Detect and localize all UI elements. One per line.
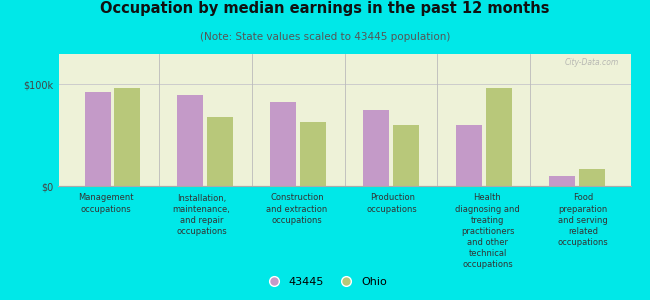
Bar <box>363 110 389 186</box>
Text: City-Data.com: City-Data.com <box>565 58 619 67</box>
Bar <box>300 122 326 186</box>
Text: Health
diagnosing and
treating
practitioners
and other
technical
occupations: Health diagnosing and treating practitio… <box>455 194 520 269</box>
Text: (Note: State values scaled to 43445 population): (Note: State values scaled to 43445 popu… <box>200 32 450 41</box>
Text: Food
preparation
and serving
related
occupations: Food preparation and serving related occ… <box>558 194 608 247</box>
Bar <box>549 176 575 186</box>
Text: Installation,
maintenance,
and repair
occupations: Installation, maintenance, and repair oc… <box>172 194 231 236</box>
Bar <box>114 88 140 186</box>
Bar <box>177 94 203 186</box>
Text: Management
occupations: Management occupations <box>79 194 134 214</box>
Bar <box>456 125 482 186</box>
Bar <box>207 117 233 186</box>
Bar <box>393 125 419 186</box>
Legend: 43445, Ohio: 43445, Ohio <box>259 273 391 291</box>
Bar <box>84 92 110 186</box>
Text: Occupation by median earnings in the past 12 months: Occupation by median earnings in the pas… <box>100 2 550 16</box>
Text: Production
occupations: Production occupations <box>367 194 417 214</box>
Bar <box>270 102 296 186</box>
Text: Construction
and extraction
occupations: Construction and extraction occupations <box>266 194 328 225</box>
Bar <box>486 88 512 186</box>
Bar <box>578 169 604 186</box>
